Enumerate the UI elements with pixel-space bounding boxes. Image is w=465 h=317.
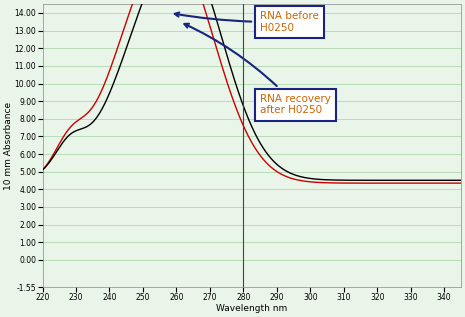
Y-axis label: 10 mm Absorbance: 10 mm Absorbance [4, 102, 13, 190]
Text: RNA recovery
after H0250: RNA recovery after H0250 [185, 24, 331, 115]
Text: RNA before
H0250: RNA before H0250 [175, 11, 319, 33]
X-axis label: Wavelength nm: Wavelength nm [216, 304, 287, 313]
